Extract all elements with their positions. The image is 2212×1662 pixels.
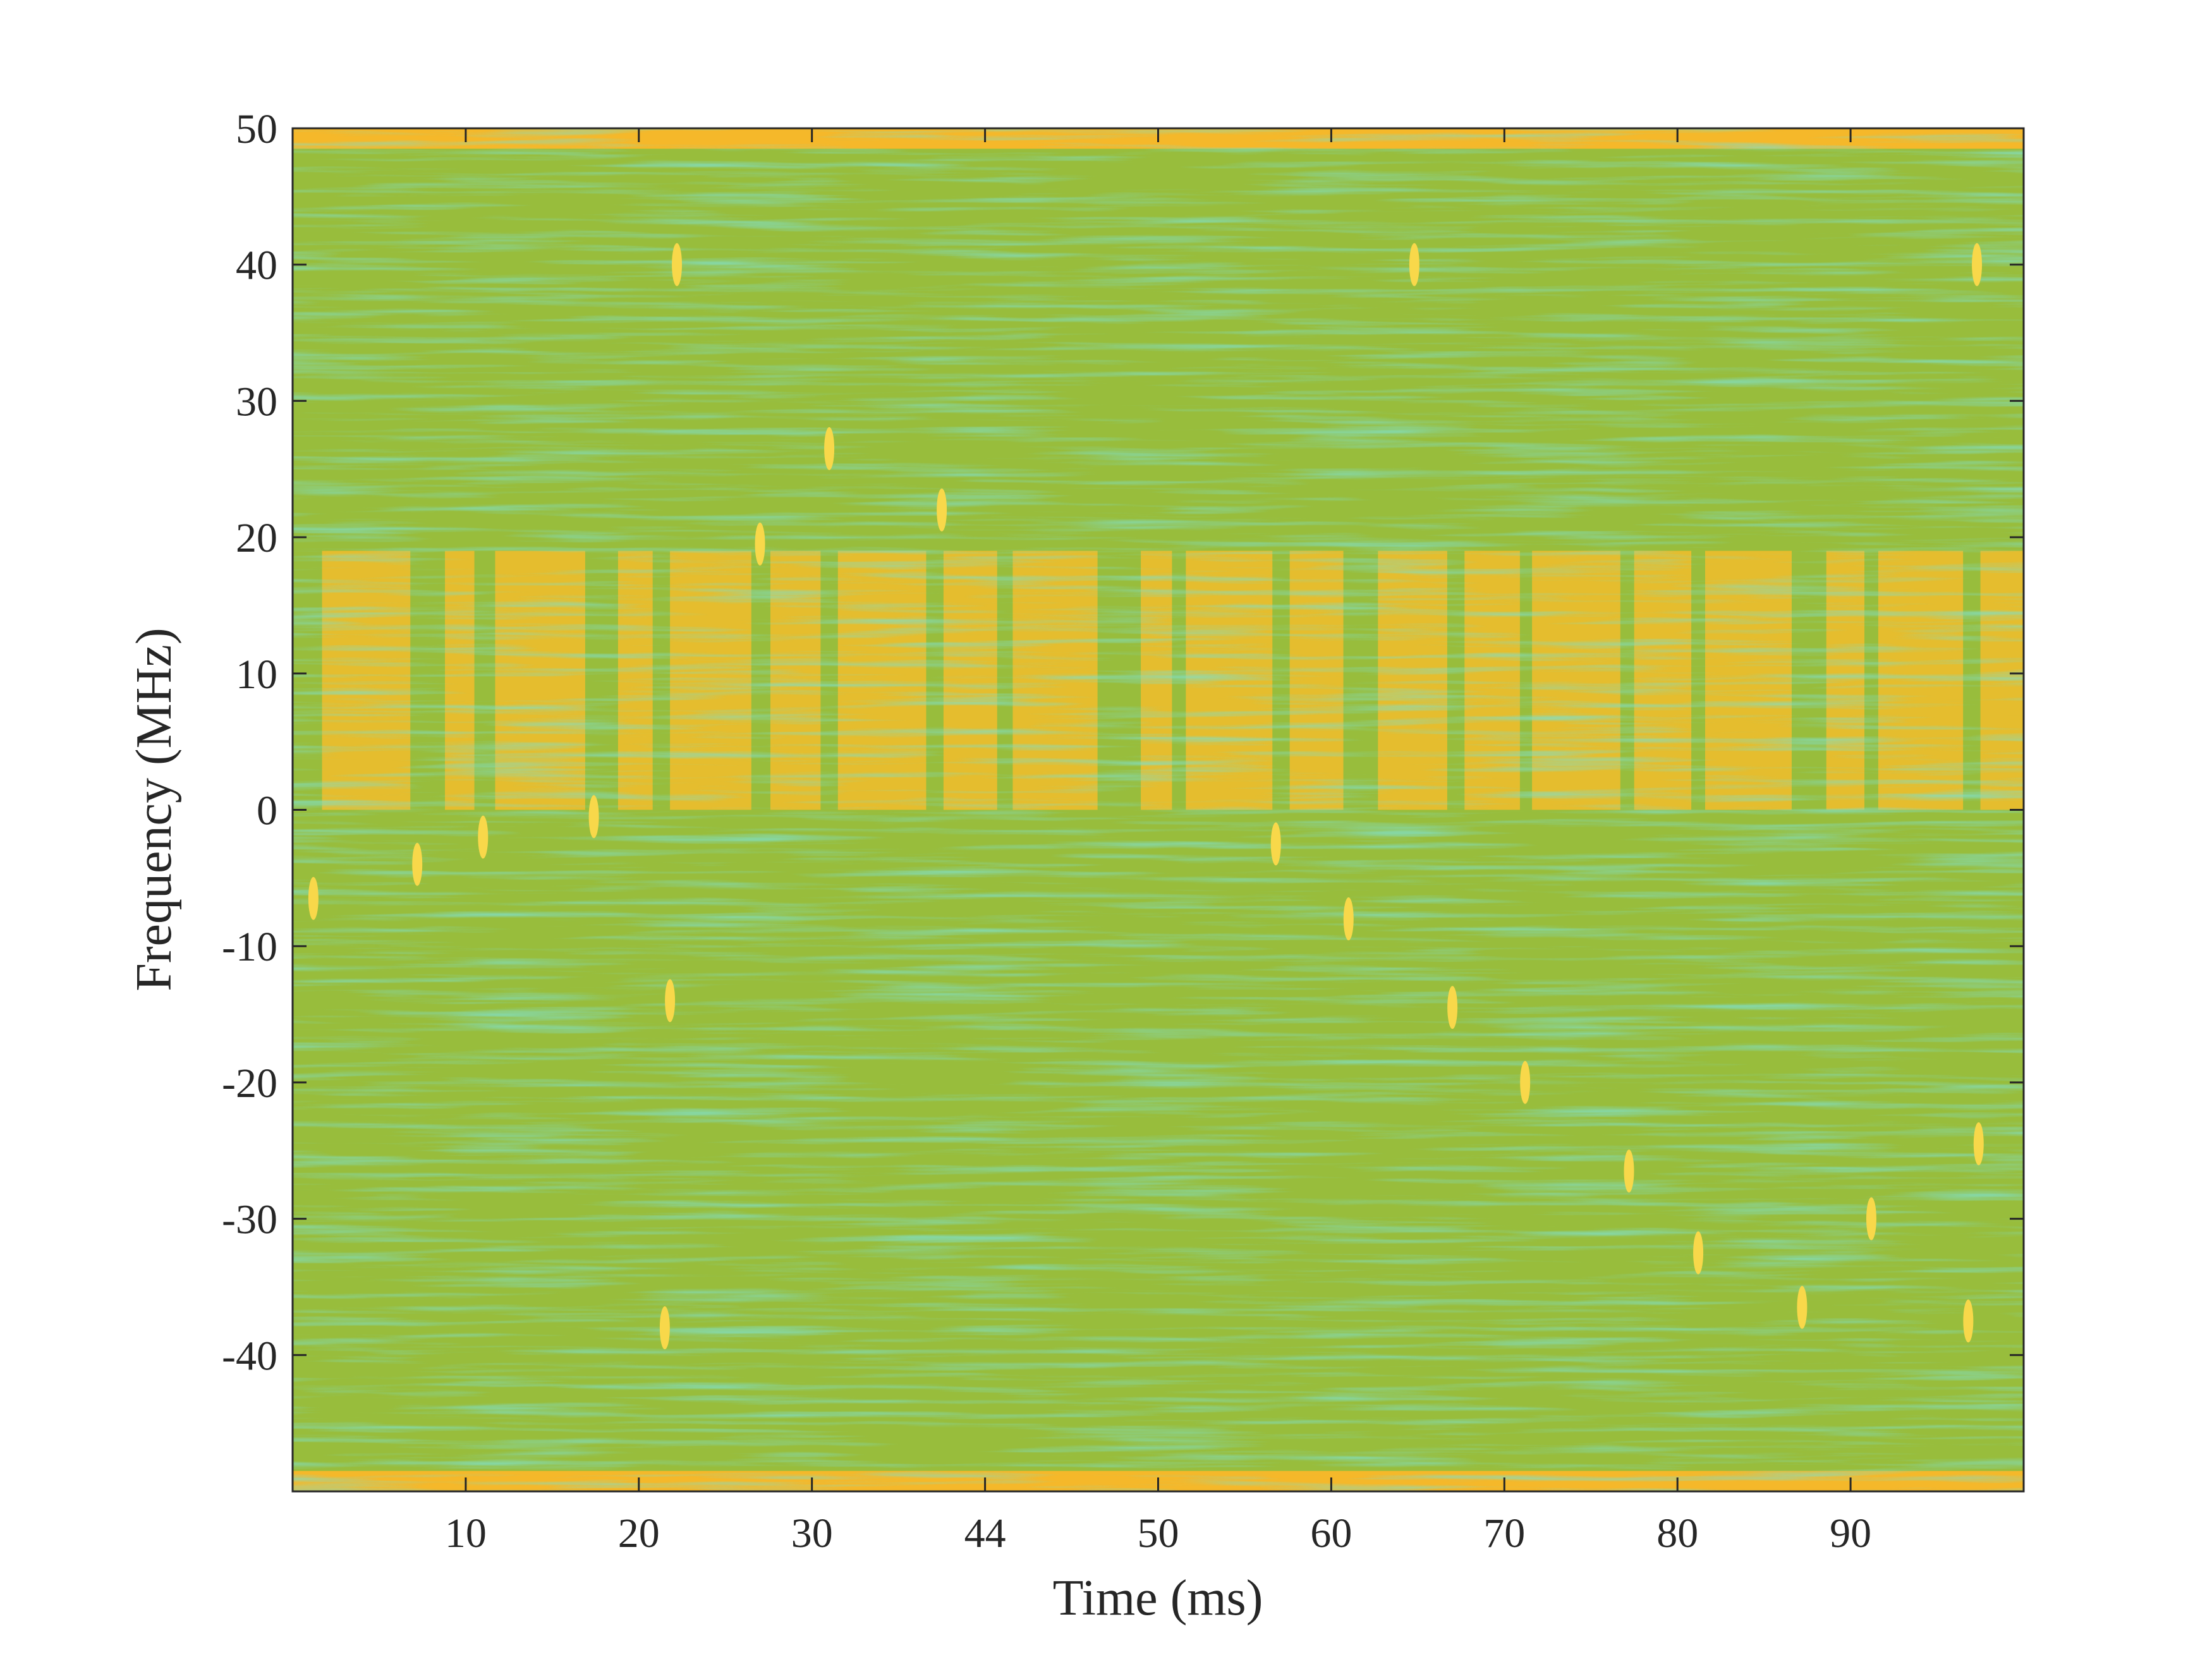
- y-tick-label: 20: [236, 515, 277, 561]
- y-tick-label: -40: [222, 1333, 277, 1379]
- y-tick-label: 50: [236, 106, 277, 152]
- noise-texture: [293, 128, 2024, 1491]
- x-tick-label: 60: [1310, 1510, 1352, 1556]
- signal-spot: [1409, 243, 1419, 286]
- signal-spot: [1447, 986, 1458, 1029]
- x-tick-label: 80: [1656, 1510, 1698, 1556]
- x-tick-label: 10: [445, 1510, 487, 1556]
- plot-area: [293, 128, 2024, 1491]
- x-tick-label: 90: [1830, 1510, 1871, 1556]
- y-tick-label: -30: [222, 1197, 277, 1243]
- x-tick-label: 44: [964, 1510, 1006, 1556]
- signal-spot: [1343, 897, 1354, 941]
- y-tick-label: 10: [236, 652, 277, 698]
- x-tick-label: 70: [1483, 1510, 1525, 1556]
- signal-spot: [659, 1306, 670, 1350]
- signal-spot: [824, 427, 835, 470]
- signal-spot: [478, 815, 489, 859]
- y-tick-label: 30: [236, 379, 277, 425]
- y-tick-label: 0: [257, 788, 277, 834]
- signal-spot: [937, 488, 947, 531]
- signal-spot: [308, 876, 319, 920]
- signal-spot: [1963, 1299, 1974, 1343]
- signal-spot: [1520, 1060, 1531, 1104]
- signal-spot: [665, 979, 676, 1022]
- signal-spot: [755, 522, 765, 566]
- signal-spot: [672, 243, 683, 286]
- signal-spot: [1693, 1231, 1704, 1275]
- overlay: 10 20 30 44 50 60 70 80 90 -40 -30 -20 -10 0 10 20 30 40 5…: [222, 106, 2025, 1556]
- signal-spot: [1624, 1149, 1634, 1193]
- y-tick-label: 40: [236, 243, 277, 289]
- x-axis-label: Time (ms): [1053, 1570, 1263, 1626]
- y-axis-label: Frequency (MHz): [126, 628, 182, 991]
- y-tick-label: -10: [222, 924, 277, 970]
- signal-spot: [1270, 822, 1281, 866]
- signal-spot: [1972, 243, 1983, 286]
- signal-spot: [1797, 1285, 1808, 1329]
- y-tick-label: -20: [222, 1060, 277, 1107]
- x-tick-label: 30: [791, 1510, 833, 1556]
- x-tick-label: 20: [618, 1510, 660, 1556]
- signal-spot: [1866, 1197, 1876, 1240]
- signal-spot: [1973, 1122, 1984, 1165]
- signal-spot: [412, 842, 423, 886]
- x-tick-label: 50: [1138, 1510, 1179, 1556]
- signal-spot: [588, 795, 599, 839]
